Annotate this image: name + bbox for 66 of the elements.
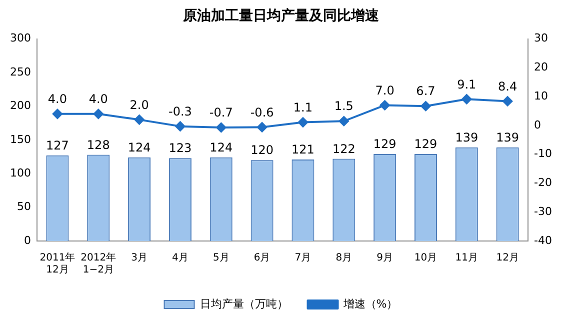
data-label: -0.6: [250, 105, 274, 120]
data-label: 124: [128, 140, 151, 155]
data-label: 129: [373, 137, 396, 152]
y2-tick-label: 10: [534, 89, 548, 102]
y2-tick-label: -40: [534, 234, 552, 247]
data-label: 1.1: [293, 100, 313, 114]
x-tick-label: 2011年 12月: [40, 252, 76, 276]
data-label: 121: [292, 142, 314, 157]
data-label: 123: [168, 141, 192, 156]
x-tick-label: 2012年 1−2月: [80, 252, 116, 276]
point: [134, 114, 144, 125]
y-tick-label: 250: [10, 65, 31, 78]
legend-label: 日均产量（万吨）: [200, 297, 288, 310]
data-label: 4.0: [88, 92, 108, 106]
y-tick-label: 0: [24, 234, 31, 247]
data-label: 129: [414, 137, 438, 152]
data-label: 139: [496, 130, 520, 144]
x-tick-label: 11月: [455, 252, 478, 264]
y2-tick-label: -10: [534, 147, 552, 160]
data-label: 139: [455, 130, 478, 144]
data-label: 6.7: [416, 84, 436, 98]
data-label: 7.0: [375, 83, 394, 98]
point: [175, 121, 186, 132]
y-tick-label: 300: [10, 32, 31, 45]
x-tick-label: 9月: [376, 252, 393, 264]
chart-title: 原油加工量日均产量及同比增速: [182, 7, 380, 24]
data-label: 122: [332, 142, 356, 156]
data-label: 1.5: [334, 99, 354, 114]
data-label: -0.3: [168, 104, 192, 118]
point: [338, 116, 349, 126]
y2-tick-label: 0: [534, 118, 542, 132]
point: [462, 94, 472, 104]
point: [216, 122, 226, 132]
data-label: 128: [86, 138, 110, 152]
point: [93, 108, 104, 119]
x-tick-label: 10月: [414, 252, 438, 264]
data-label: 8.4: [498, 79, 518, 94]
point: [380, 100, 390, 110]
data-label: 127: [46, 138, 69, 153]
x-tick-label: 3月: [131, 252, 148, 264]
x-tick-label: 7月: [294, 252, 312, 264]
x-tick-label: 8月: [336, 252, 352, 264]
y-tick-label: 50: [16, 200, 31, 214]
point: [52, 108, 62, 119]
legend-label: 增速（%）: [342, 297, 398, 310]
point: [502, 96, 513, 106]
x-tick-label: 6月: [254, 252, 270, 264]
y-tick-label: 100: [10, 166, 31, 180]
y2-tick-label: 20: [534, 60, 548, 74]
x-tick-label: 5月: [212, 252, 230, 264]
y2-tick-label: -30: [534, 204, 552, 218]
point: [298, 117, 308, 128]
data-label: 124: [210, 140, 233, 155]
data-label: 9.1: [457, 77, 476, 92]
y-tick-label: 150: [10, 132, 31, 146]
y2-tick-label: -20: [534, 176, 552, 190]
point: [257, 122, 268, 132]
x-tick-label: 4月: [172, 252, 188, 264]
data-label: 4.0: [48, 92, 67, 106]
data-label: 2.0: [130, 98, 149, 112]
point: [420, 101, 431, 112]
data-label: -0.7: [209, 106, 233, 120]
y2-tick-label: 30: [534, 32, 548, 45]
data-label: 120: [250, 143, 274, 158]
y-tick-label: 200: [10, 99, 31, 112]
x-tick-label: 12月: [496, 252, 519, 264]
